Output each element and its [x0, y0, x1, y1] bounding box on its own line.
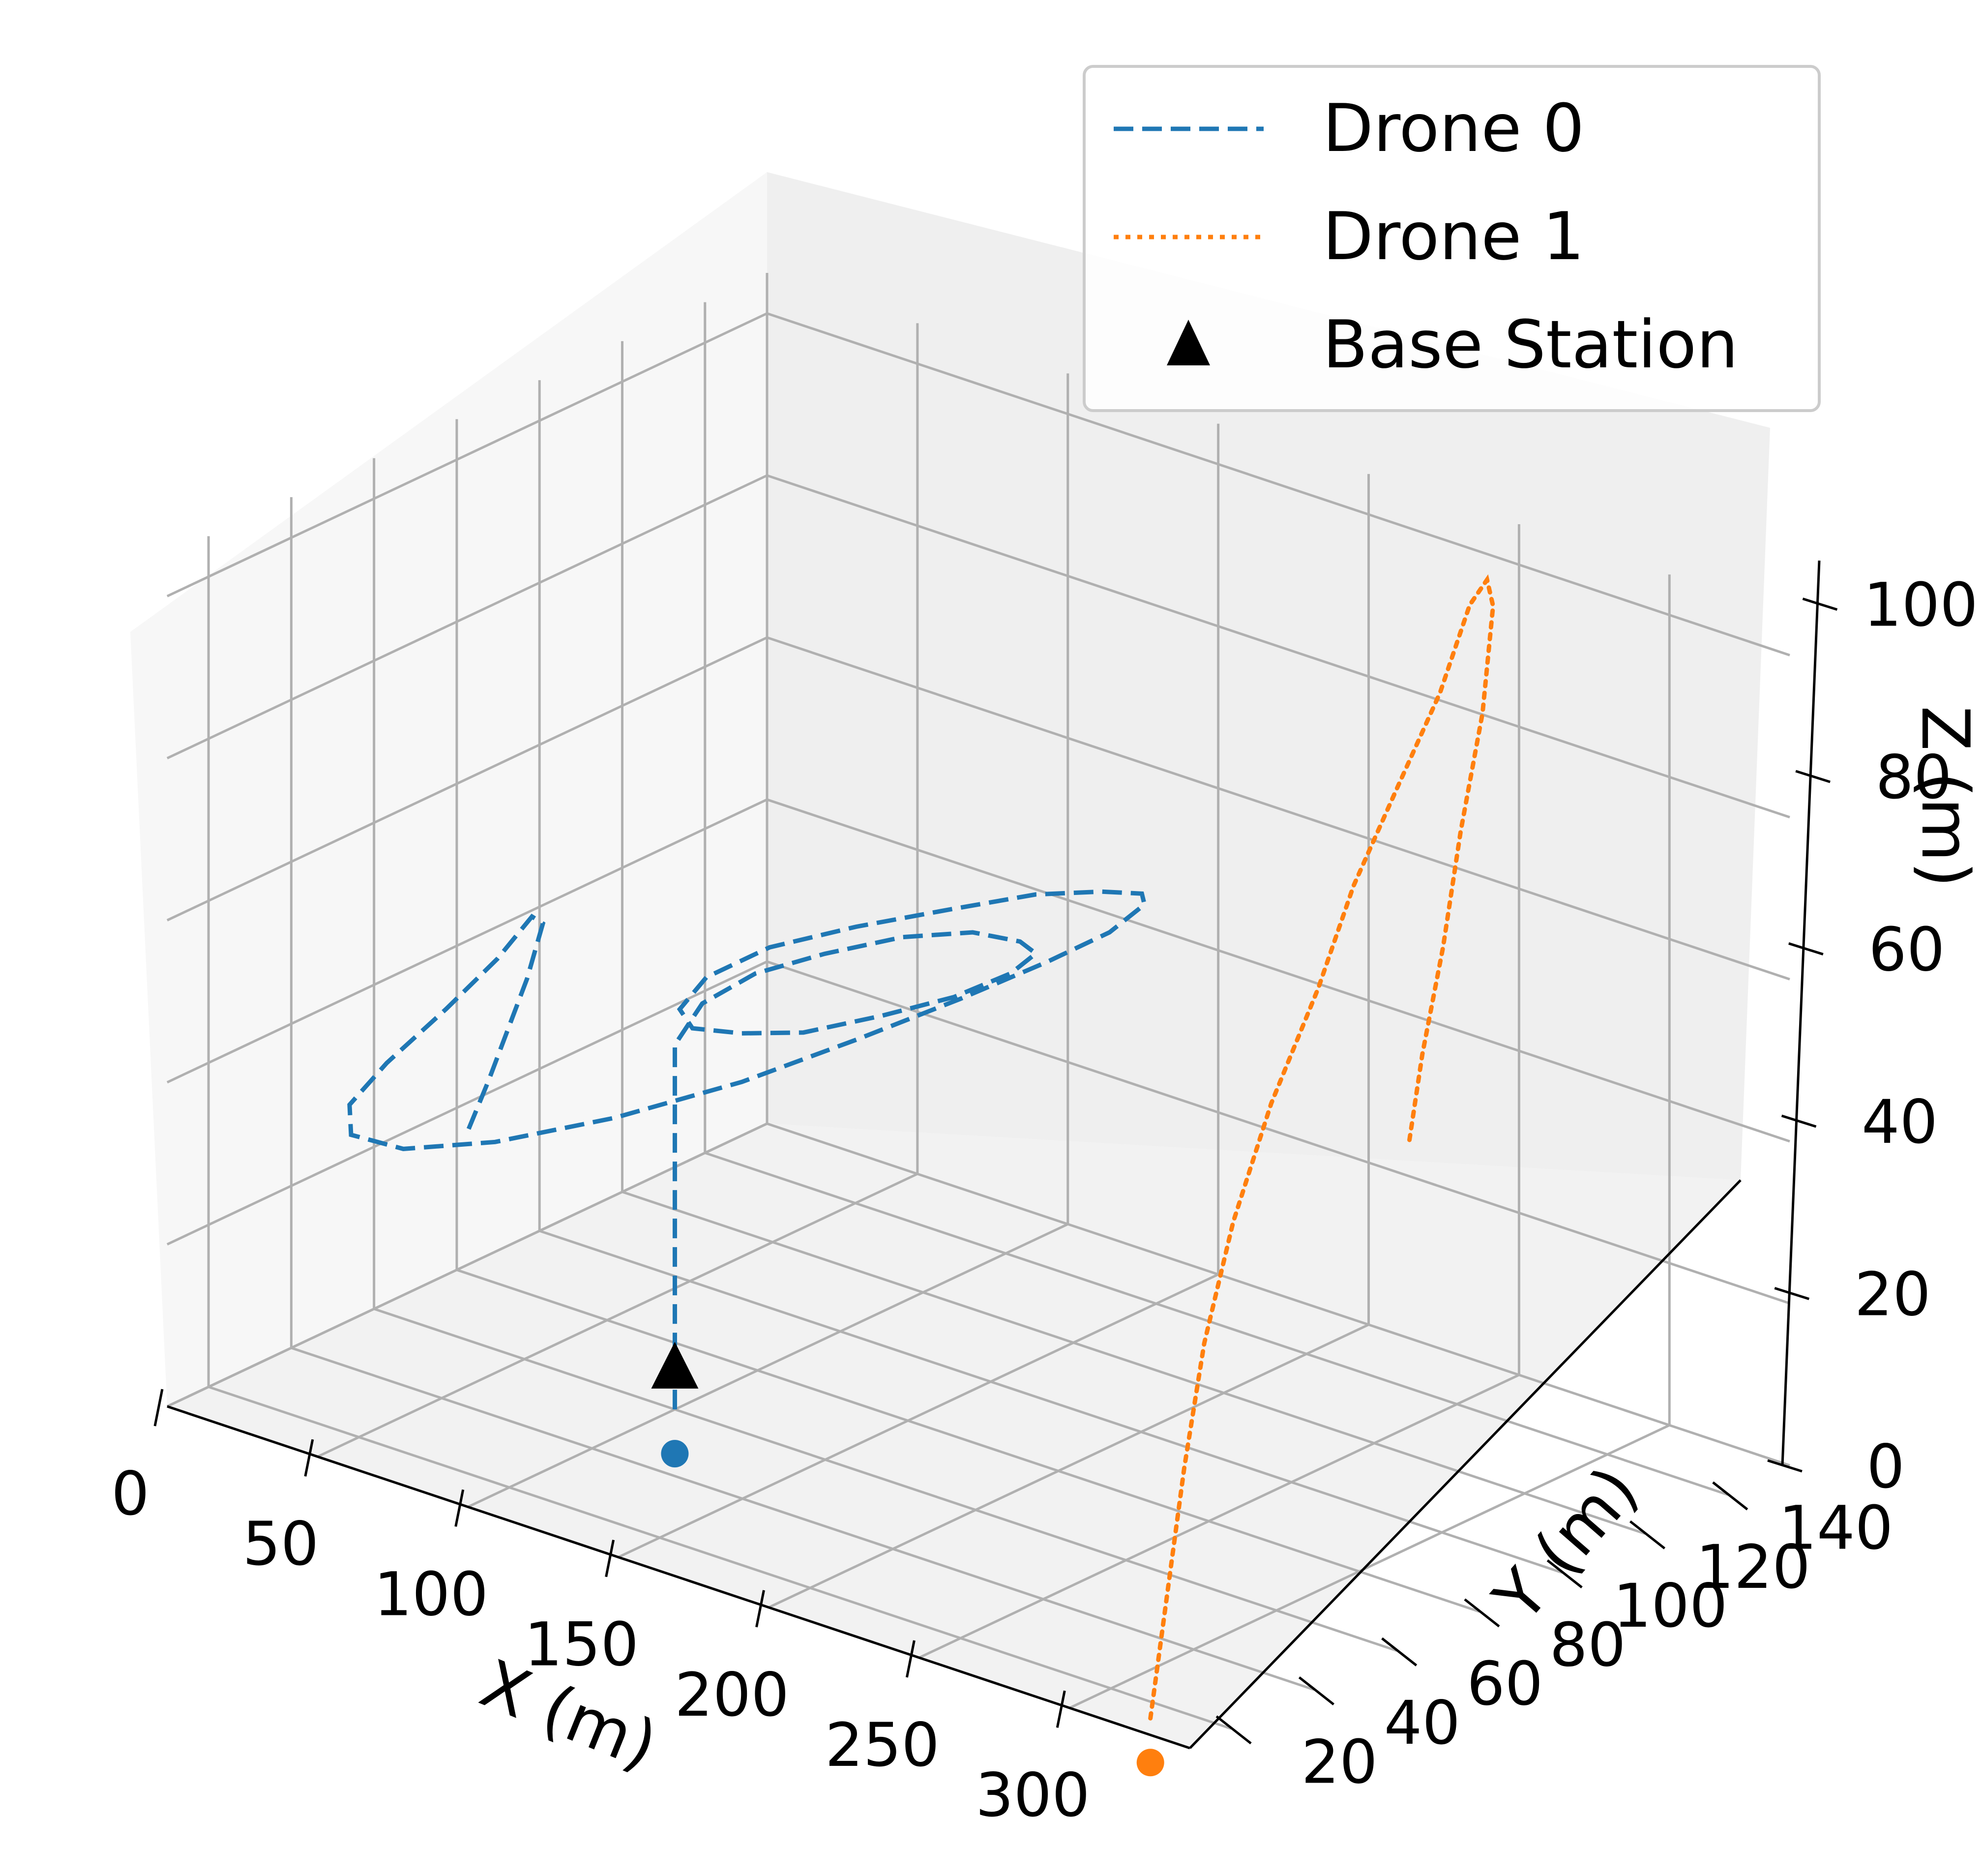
y-axis-line [1189, 1179, 1742, 1749]
y-tick-label: 80 [1549, 1610, 1626, 1680]
legend-label-base-station: Base Station [1323, 306, 1738, 383]
z-tick [1795, 770, 1831, 783]
y-tick-label: 60 [1467, 1649, 1543, 1719]
grid-lines [166, 273, 1790, 1730]
base-station-marker [651, 1341, 699, 1389]
z-tick-label: 40 [1862, 1087, 1938, 1157]
x-tick-label: 200 [675, 1660, 789, 1730]
z-tick-label: 20 [1855, 1260, 1931, 1330]
z-tick-label: 60 [1868, 915, 1945, 985]
y-tick-label: 100 [1613, 1571, 1728, 1641]
z-axis-line [1781, 560, 1821, 1466]
axis-lines [153, 560, 1838, 1750]
z-axis-label: Z (m) [1907, 706, 1982, 887]
legend-label-drone-0: Drone 0 [1323, 90, 1585, 167]
series-line-drone-0 [347, 889, 1147, 1410]
z-tick [1774, 1287, 1810, 1300]
y-tick [1629, 1520, 1666, 1549]
y-tick [1215, 1715, 1252, 1745]
x-tick-label: 100 [374, 1559, 488, 1629]
x-tick [905, 1640, 916, 1678]
y-tick-label: 40 [1384, 1688, 1460, 1758]
y-tick-label: 20 [1302, 1727, 1378, 1797]
legend: Drone 0 Drone 1 Base Station [1083, 65, 1821, 412]
z-tick [1767, 1459, 1803, 1473]
z-tick [1802, 597, 1838, 611]
legend-swatch-base-station [1167, 320, 1210, 365]
z-tick-label: 80 [1876, 743, 1952, 812]
x-tick-label: 250 [825, 1710, 940, 1780]
y-tick [1712, 1481, 1748, 1511]
grid-line-z [166, 312, 1790, 656]
grid-line-z [166, 636, 1790, 981]
x-tick [755, 1590, 765, 1628]
y-tick [1298, 1676, 1334, 1706]
grid-line-z [166, 1122, 1790, 1467]
y-tick-label: 140 [1778, 1493, 1893, 1563]
x-axis-line [167, 1405, 1190, 1750]
start-point-drone-0 [661, 1440, 689, 1468]
x-tick [304, 1439, 314, 1477]
x-tick-label: 50 [242, 1509, 319, 1579]
grid-line-z [166, 474, 1790, 819]
left-pane [130, 172, 767, 1406]
grid-line-z [166, 960, 1790, 1305]
data-series [347, 574, 1496, 1777]
x-tick [605, 1540, 615, 1578]
y-tick [1464, 1598, 1500, 1628]
grid-line-z [166, 798, 1790, 1143]
x-tick-label: 0 [111, 1459, 149, 1529]
x-tick [1056, 1690, 1066, 1728]
legend-label-drone-1: Drone 1 [1323, 198, 1585, 275]
z-tick [1781, 1114, 1817, 1128]
series-line-drone-1 [1148, 574, 1496, 1721]
z-tick [1788, 942, 1824, 955]
y-tick-label: 120 [1696, 1532, 1810, 1602]
y-tick [1381, 1637, 1418, 1667]
legend-box [1083, 65, 1821, 412]
start-point-drone-1 [1136, 1749, 1164, 1777]
x-tick-label: 300 [976, 1760, 1090, 1830]
z-tick-label: 0 [1866, 1432, 1905, 1502]
y-tick [1546, 1559, 1583, 1589]
x-tick [454, 1489, 465, 1527]
x-tick [153, 1389, 164, 1427]
x-tick-label: 150 [524, 1610, 639, 1680]
z-tick-label: 100 [1864, 570, 1978, 640]
